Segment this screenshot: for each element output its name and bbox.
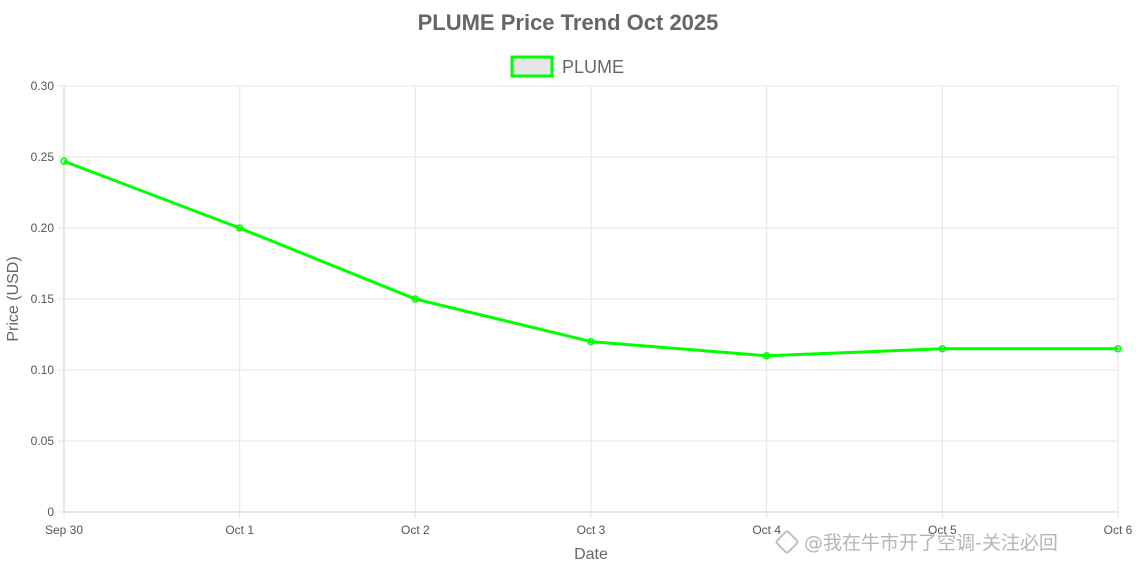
axes — [63, 86, 1118, 513]
series-plume — [60, 157, 1122, 360]
watermark-text: @我在牛市开了空调-关注必回 — [804, 532, 1058, 554]
data-point[interactable] — [1114, 344, 1122, 353]
series-line — [63, 159, 1118, 358]
y-tick-label: 0.20 — [31, 221, 55, 235]
data-point[interactable] — [587, 337, 595, 346]
x-tick-label: Oct 2 — [401, 523, 430, 537]
data-point[interactable] — [60, 157, 68, 166]
y-tick-label: 0.25 — [31, 150, 55, 164]
x-tick-label: Oct 4 — [752, 523, 781, 537]
x-tick-label: Oct 3 — [577, 523, 606, 537]
data-point[interactable] — [762, 352, 771, 360]
watermark-diamond-icon — [774, 529, 800, 555]
chart-title: PLUME Price Trend Oct 2025 — [418, 10, 719, 35]
data-point[interactable] — [235, 224, 244, 232]
data-point[interactable] — [411, 295, 420, 303]
x-tick-label: Sep 30 — [45, 523, 83, 537]
y-tick-label: 0.05 — [31, 434, 55, 448]
x-tick-label: Oct 6 — [1104, 523, 1133, 537]
y-axis-title: Price (USD) — [5, 256, 22, 341]
legend-swatch-plume[interactable] — [510, 55, 554, 78]
x-tick-label: Oct 1 — [225, 523, 254, 537]
y-tick-label: 0.10 — [31, 363, 55, 377]
y-axis-ticks: 0 0.05 0.10 0.15 0.20 0.25 0.30 — [31, 79, 55, 519]
y-tick-label: 0.15 — [31, 292, 55, 306]
data-point[interactable] — [938, 344, 947, 353]
grid-lines — [58, 85, 1119, 518]
y-tick-label: 0.30 — [31, 79, 55, 93]
x-axis-ticks: Sep 30 Oct 1 Oct 2 Oct 3 Oct 4 Oct 5 Oct 6 — [45, 523, 1133, 537]
legend-label-plume[interactable]: PLUME — [562, 57, 624, 77]
watermark: @我在牛市开了空调-关注必回 — [774, 528, 1058, 555]
y-tick-label: 0 — [47, 505, 54, 519]
x-tick-label: Oct 5 — [928, 523, 957, 537]
x-axis-title: Date — [574, 546, 608, 563]
legend[interactable]: PLUME — [510, 55, 624, 78]
